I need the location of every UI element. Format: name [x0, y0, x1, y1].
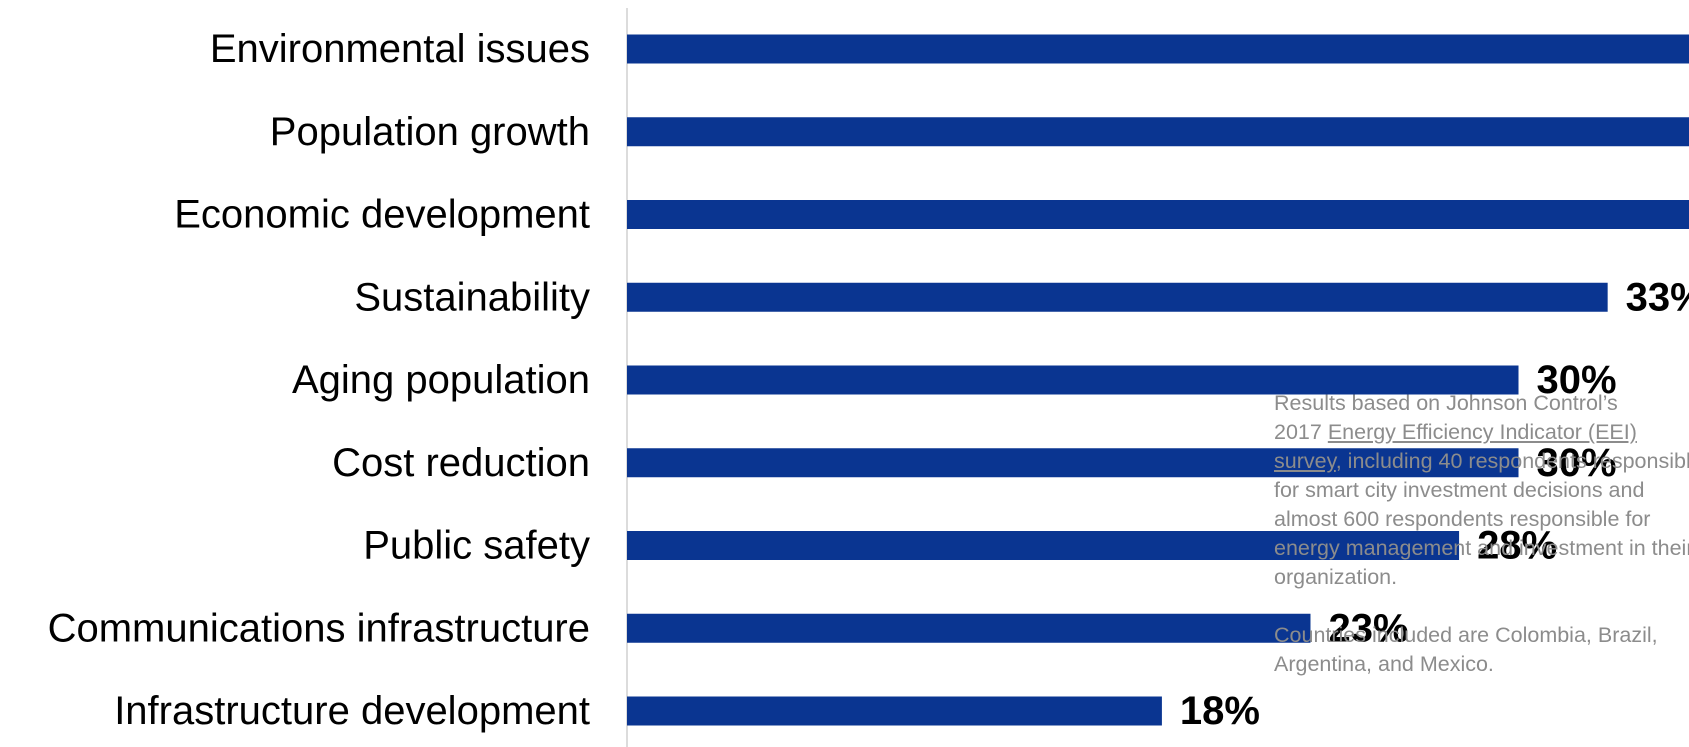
value-label-aging-population: 30% — [1537, 358, 1617, 402]
category-label-population-growth: Population growth — [270, 110, 590, 154]
bar-cost-reduction — [627, 448, 1519, 478]
note-line-1: Results based on Johnson Control’s — [1274, 391, 1618, 415]
value-labels: 53%43%40%33%30%30%28%23%18% — [1180, 275, 1689, 733]
note-line-8: Countries included are Colombia, Brazil, — [1274, 623, 1658, 647]
category-label-infrastructure-development: Infrastructure development — [114, 689, 590, 733]
note-line-2: 2017 Energy Efficiency Indicator (EEI) — [1274, 418, 1689, 447]
category-label-public-safety: Public safety — [363, 524, 590, 568]
bar-sustainability — [627, 282, 1608, 312]
value-label-public-safety: 28% — [1477, 524, 1557, 568]
note-line-4: for smart city investment decisions and — [1274, 478, 1645, 502]
bar-public-safety — [627, 531, 1460, 560]
category-label-cost-reduction: Cost reduction — [332, 441, 590, 485]
survey-link[interactable]: survey — [1274, 449, 1336, 473]
note-line-9: Argentina, and Mexico. — [1274, 652, 1494, 676]
note-spacer — [1274, 592, 1689, 621]
category-label-economic-development: Economic development — [174, 193, 590, 237]
bar-environmental-issues — [627, 34, 1689, 64]
value-label-infrastructure-development: 18% — [1180, 689, 1260, 733]
survey-note: Results based on Johnson Control’s 2017 … — [1274, 389, 1689, 679]
category-label-communications-infrastructure: Communications infrastructure — [48, 606, 590, 650]
note-line-3: survey, including 40 respondents respons… — [1274, 447, 1689, 476]
eei-survey-link[interactable]: Energy Efficiency Indicator (EEI) — [1327, 420, 1637, 444]
note-line-2-prefix: 2017 — [1274, 420, 1328, 444]
category-label-sustainability: Sustainability — [354, 275, 590, 319]
bar-infrastructure-development — [627, 696, 1162, 726]
category-label-aging-population: Aging population — [292, 358, 590, 402]
bar-economic-development — [627, 200, 1689, 229]
note-line-6: energy management and investment in thei… — [1274, 536, 1689, 560]
bar-population-growth — [627, 117, 1689, 147]
note-line-5: almost 600 respondents responsible for — [1274, 507, 1651, 531]
note-line-7: organization. — [1274, 565, 1398, 589]
value-label-cost-reduction: 30% — [1537, 441, 1617, 485]
note-line-3-suffix: , including 40 respondents responsible — [1335, 449, 1689, 473]
bar-aging-population — [627, 365, 1519, 395]
bars-layer — [627, 34, 1689, 726]
value-label-communications-infrastructure: 23% — [1328, 606, 1408, 650]
category-label-environmental-issues: Environmental issues — [210, 27, 590, 71]
category-labels: Environmental issues Population growth Eco… — [48, 27, 590, 733]
value-label-sustainability: 33% — [1626, 275, 1689, 319]
bar-communications-infrastructure — [627, 613, 1311, 643]
